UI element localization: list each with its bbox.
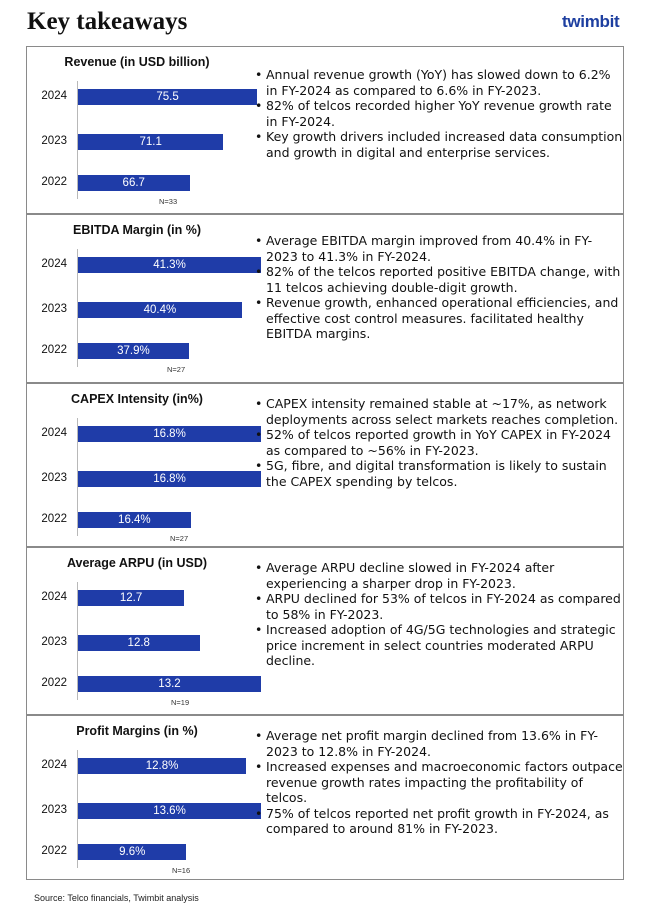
year-tick-label: 2022 xyxy=(41,344,67,356)
year-tick-label: 2024 xyxy=(41,759,67,771)
year-tick-label: 2024 xyxy=(41,258,67,270)
year-tick-label: 2023 xyxy=(41,636,67,648)
chart-title: Revenue (in USD billion) xyxy=(64,55,210,69)
bar: 16.8% xyxy=(78,426,261,442)
bar: 12.8% xyxy=(78,758,247,774)
bullet-item: 82% of the telcos reported positive EBIT… xyxy=(255,264,623,295)
bar: 9.6% xyxy=(78,844,187,860)
bar: 13.2 xyxy=(78,676,261,692)
year-tick-label: 2024 xyxy=(41,427,67,439)
year-tick-label: 2023 xyxy=(41,135,67,147)
sample-size-label: N=27 xyxy=(167,365,186,374)
bullet-item: Increased adoption of 4G/5G technologies… xyxy=(255,622,623,669)
takeaway-bullets: CAPEX intensity remained stable at ~17%,… xyxy=(255,396,623,489)
year-tick-label: 2023 xyxy=(41,303,67,315)
bullet-item: Revenue growth, enhanced operational eff… xyxy=(255,295,623,342)
bullet-item: Average ARPU decline slowed in FY-2024 a… xyxy=(255,560,623,591)
chart-axis xyxy=(77,418,78,536)
year-tick-label: 2023 xyxy=(41,472,67,484)
bullet-item: 52% of telcos reported growth in YoY CAP… xyxy=(255,427,623,458)
chart-axis xyxy=(77,582,78,700)
twimbit-logo: twimbit xyxy=(562,12,620,31)
takeaway-bullets: Average ARPU decline slowed in FY-2024 a… xyxy=(255,560,623,669)
bar: 16.8% xyxy=(78,471,261,487)
bar: 71.1 xyxy=(78,134,224,150)
bar: 12.7 xyxy=(78,590,185,606)
takeaway-bullets: Annual revenue growth (YoY) has slowed d… xyxy=(255,67,623,160)
bar: 16.4% xyxy=(78,512,191,528)
chart-title: Average ARPU (in USD) xyxy=(66,556,208,570)
page-title: Key takeaways xyxy=(27,8,188,35)
bullet-item: Annual revenue growth (YoY) has slowed d… xyxy=(255,67,623,98)
takeaway-panel: Average ARPU (in USD) 2024 12.7 2023 12.8 202… xyxy=(26,547,624,715)
sample-size-label: N=27 xyxy=(170,534,189,543)
chart-axis xyxy=(77,249,78,367)
bar: 37.9% xyxy=(78,343,189,359)
chart-axis xyxy=(77,750,78,868)
takeaway-bullets: Average net profit margin declined from … xyxy=(255,728,623,837)
bullet-item: CAPEX intensity remained stable at ~17%,… xyxy=(255,396,623,427)
takeaway-panel: CAPEX Intensity (in%) 2024 16.8% 2023 16.8% 2… xyxy=(26,383,624,547)
takeaway-bullets: Average EBITDA margin improved from 40.4… xyxy=(255,233,623,342)
bar: 40.4% xyxy=(78,302,242,318)
takeaway-panel: Revenue (in USD billion) 2024 75.5 2023 71.1… xyxy=(26,46,624,214)
year-tick-label: 2024 xyxy=(41,591,67,603)
sample-size-label: N=33 xyxy=(159,197,178,206)
bullet-item: 82% of telcos recorded higher YoY revenu… xyxy=(255,98,623,129)
chart-axis xyxy=(77,81,78,199)
bullet-item: Average net profit margin declined from … xyxy=(255,728,623,759)
chart-title: EBITDA Margin (in %) xyxy=(72,223,201,237)
sample-size-label: N=16 xyxy=(172,866,191,875)
bullet-item: Key growth drivers included increased da… xyxy=(255,129,623,160)
bar: 12.8 xyxy=(78,635,200,651)
sample-size-label: N=19 xyxy=(171,698,190,707)
bar: 13.6% xyxy=(78,803,261,819)
bullet-item: Increased expenses and macroeconomic fac… xyxy=(255,759,623,806)
takeaway-panel: Profit Margins (in %) 2024 12.8% 2023 13.6% 2… xyxy=(26,715,624,880)
year-tick-label: 2024 xyxy=(41,90,67,102)
year-tick-label: 2022 xyxy=(41,176,67,188)
bullet-item: 75% of telcos reported net profit growth… xyxy=(255,806,623,837)
year-tick-label: 2022 xyxy=(41,845,67,857)
chart-title: Profit Margins (in %) xyxy=(76,724,198,738)
bullet-item: 5G, fibre, and digital transformation is… xyxy=(255,458,623,489)
bullet-item: Average EBITDA margin improved from 40.4… xyxy=(255,233,623,264)
year-tick-label: 2022 xyxy=(41,677,67,689)
year-tick-label: 2023 xyxy=(41,804,67,816)
bar: 41.3% xyxy=(78,257,261,273)
chart-title: CAPEX Intensity (in%) xyxy=(71,392,203,406)
bullet-item: ARPU declined for 53% of telcos in FY-20… xyxy=(255,591,623,622)
bar: 66.7 xyxy=(78,175,190,191)
year-tick-label: 2022 xyxy=(41,513,67,525)
takeaway-panel: EBITDA Margin (in %) 2024 41.3% 2023 40.4% 20… xyxy=(26,214,624,383)
source-note: Source: Telco financials, Twimbit analys… xyxy=(34,893,199,903)
bar: 75.5 xyxy=(78,89,258,105)
